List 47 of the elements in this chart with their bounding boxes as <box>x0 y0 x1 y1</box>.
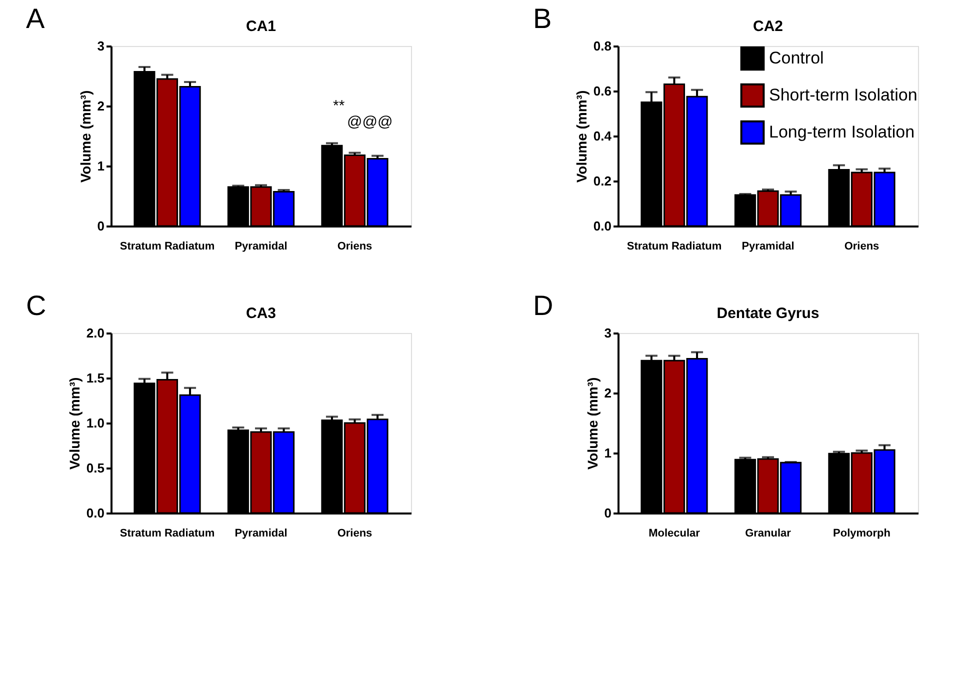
y-tick-label: 0.4 <box>593 128 612 144</box>
y-tick-label: 2 <box>604 386 612 400</box>
y-tick-label: 0.8 <box>593 38 612 54</box>
y-tick-label: 0 <box>604 506 612 520</box>
y-tick-label: 0 <box>97 218 104 234</box>
annotation: @@@ <box>347 113 393 130</box>
text: B <box>533 3 552 34</box>
text: C <box>26 290 46 321</box>
x-tick-label: Oriens <box>337 528 372 540</box>
x-tick-label: Stratum Radiatum <box>120 528 215 540</box>
y-axis-title: Volume (mm³) <box>573 90 590 183</box>
x-tick-label: Polymorph <box>833 528 891 540</box>
text: A <box>26 3 45 34</box>
legend-label: Short-term Isolation <box>769 86 918 104</box>
chart-title: CA3 <box>246 305 276 322</box>
y-tick-label: 2.0 <box>86 326 104 340</box>
y-tick-label: 1 <box>97 158 104 174</box>
y-axis-title: Volume (mm³) <box>584 377 600 470</box>
x-tick-label: Pyramidal <box>234 528 288 540</box>
x-tick-label: Granular <box>745 528 792 540</box>
y-tick-label: 0.5 <box>86 460 104 476</box>
y-axis-title: Volume (mm³) <box>77 90 94 183</box>
x-tick-label: Pyramidal <box>234 240 288 252</box>
x-tick-label: Stratum Radiatum <box>626 240 722 252</box>
y-tick-label: 0.0 <box>593 218 612 234</box>
y-tick-label: 3 <box>604 326 612 340</box>
x-tick-label: Pyramidal <box>742 240 794 252</box>
text: D <box>533 290 554 321</box>
x-tick-label: Molecular <box>648 528 701 540</box>
legend-label: Long-term Isolation <box>769 122 915 142</box>
chart-title: CA1 <box>246 18 276 35</box>
y-tick-label: 1 <box>604 446 612 460</box>
legend-label: Control <box>769 48 824 68</box>
x-tick-label: Oriens <box>337 240 372 252</box>
y-tick-label: 3 <box>97 38 104 54</box>
y-tick-label: 0.6 <box>593 84 612 98</box>
x-tick-label: Stratum Radiatum <box>120 240 215 252</box>
y-tick-label: 0.0 <box>86 506 104 520</box>
x-tick-label: Oriens <box>844 240 880 252</box>
y-axis-title: Volume (mm³) <box>66 377 82 470</box>
y-tick-label: 0.2 <box>593 174 612 188</box>
y-tick-label: 1.5 <box>86 370 104 386</box>
chart-title: CA2 <box>752 18 784 35</box>
y-tick-label: 1.0 <box>86 416 104 430</box>
chart-title: Dentate Gyrus <box>716 305 820 322</box>
y-tick-label: 2 <box>97 98 104 114</box>
annotation: ** <box>333 97 345 114</box>
